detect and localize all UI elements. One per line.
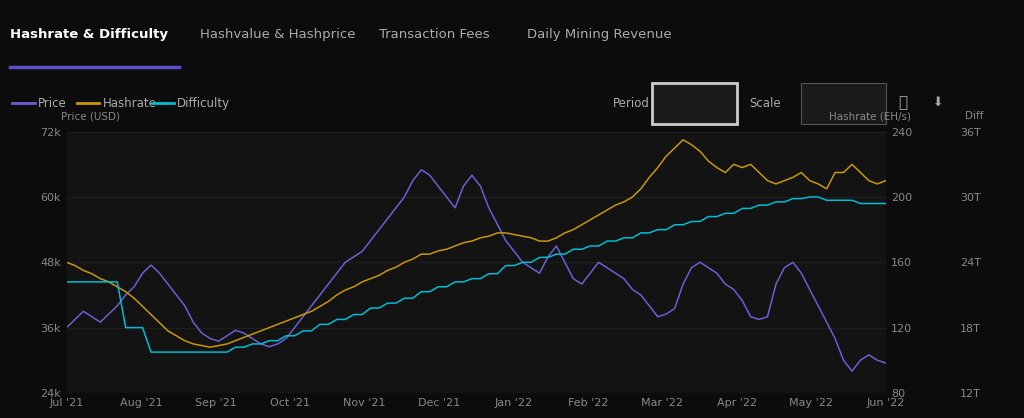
Text: Daily Mining Revenue: Daily Mining Revenue	[527, 28, 672, 41]
Text: 1 year: 1 year	[670, 97, 712, 110]
Text: Hashvalue & Hashprice: Hashvalue & Hashprice	[200, 28, 355, 41]
Text: ∨: ∨	[723, 99, 731, 108]
Text: ∨: ∨	[871, 99, 880, 108]
Text: Scale: Scale	[750, 97, 781, 110]
FancyBboxPatch shape	[801, 83, 886, 125]
Text: Period: Period	[613, 97, 650, 110]
Text: Hashrate: Hashrate	[102, 97, 157, 110]
FancyBboxPatch shape	[652, 83, 737, 125]
Text: Diff: Diff	[965, 111, 983, 121]
Text: ⤢: ⤢	[898, 95, 907, 110]
Text: Hashrate & Difficulty: Hashrate & Difficulty	[10, 28, 168, 41]
Text: Price: Price	[38, 97, 67, 110]
Text: Difficulty: Difficulty	[177, 97, 230, 110]
Text: Hashrate (EH/s): Hashrate (EH/s)	[829, 111, 911, 121]
Text: Linear: Linear	[820, 97, 857, 110]
Text: ⬇: ⬇	[933, 96, 943, 109]
Text: Transaction Fees: Transaction Fees	[379, 28, 489, 41]
Text: Price (USD): Price (USD)	[61, 111, 121, 121]
